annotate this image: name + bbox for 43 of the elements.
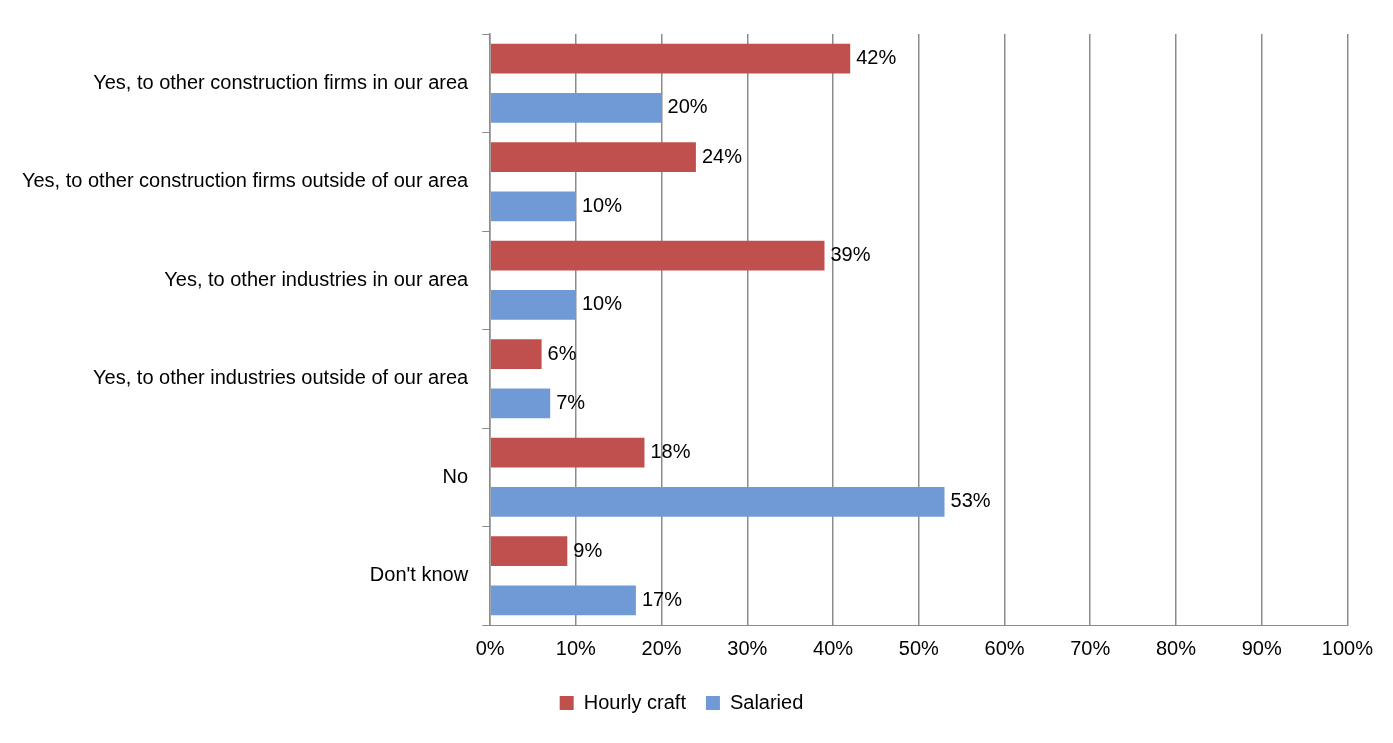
data-label: 17% <box>641 587 683 610</box>
bar <box>490 437 645 468</box>
data-label: 20% <box>667 95 708 118</box>
y-tick-label: Yes, to other construction firms in our area <box>93 70 470 93</box>
bar <box>490 585 636 616</box>
bar <box>490 93 662 123</box>
x-tick-label: 20% <box>641 636 682 659</box>
bar <box>490 43 851 74</box>
x-tick-label: 30% <box>727 636 768 659</box>
bar <box>490 191 576 222</box>
data-label: 39% <box>830 243 871 266</box>
bar <box>490 536 568 566</box>
y-tick-label: No <box>442 464 469 487</box>
bar <box>490 240 825 271</box>
y-tick-label: Don't know <box>369 563 469 586</box>
data-label: 42% <box>856 46 897 69</box>
bar <box>490 290 576 320</box>
x-tick-label: 70% <box>1070 636 1111 659</box>
y-tick-label: Yes, to other construction firms outside of our area <box>21 169 470 192</box>
legend-label: Salaried <box>729 690 804 713</box>
data-label: 24% <box>701 144 743 167</box>
x-tick-label: 40% <box>813 636 854 659</box>
legend-label: Hourly craft <box>583 690 687 713</box>
x-tick-label: 60% <box>984 636 1025 659</box>
data-label: 10% <box>581 193 623 216</box>
data-label: 10% <box>581 292 623 315</box>
x-tick-label: 0% <box>475 636 505 659</box>
x-tick-label: 50% <box>898 636 940 659</box>
data-label: 7% <box>556 390 586 413</box>
x-tick-label: 10% <box>555 636 597 659</box>
y-tick-label: Yes, to other industries outside of our area <box>93 366 470 389</box>
bar <box>490 388 551 419</box>
x-tick-label: 80% <box>1155 636 1197 659</box>
data-label: 53% <box>950 489 991 512</box>
bar <box>490 487 945 517</box>
x-tick-label: 90% <box>1241 636 1282 659</box>
x-tick-label: 100% <box>1321 636 1374 659</box>
bar <box>490 142 696 172</box>
y-tick-label: Yes, to other industries in our area <box>164 267 470 290</box>
data-label: 18% <box>650 440 691 463</box>
data-label: 6% <box>547 341 577 364</box>
data-label: 9% <box>573 538 603 561</box>
bar <box>490 339 542 369</box>
